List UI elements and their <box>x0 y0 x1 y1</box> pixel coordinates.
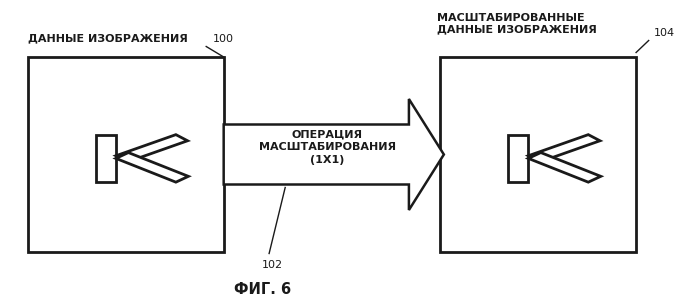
Text: ФИГ. 6: ФИГ. 6 <box>233 282 291 297</box>
Text: ОПЕРАЦИЯ
МАСШТАБИРОВАНИЯ
(1Х1): ОПЕРАЦИЯ МАСШТАБИРОВАНИЯ (1Х1) <box>259 129 396 165</box>
Text: МАСШТАБИРОВАННЫЕ
ДАННЫЕ ИЗОБРАЖЕНИЯ: МАСШТАБИРОВАННЫЕ ДАННЫЕ ИЗОБРАЖЕНИЯ <box>437 13 597 34</box>
Polygon shape <box>224 99 444 210</box>
Polygon shape <box>116 135 187 162</box>
Polygon shape <box>96 135 116 182</box>
Polygon shape <box>508 135 528 182</box>
Text: 104: 104 <box>654 28 675 38</box>
Text: 100: 100 <box>213 34 234 44</box>
Text: 102: 102 <box>262 260 283 270</box>
Text: ДАННЫЕ ИЗОБРАЖЕНИЯ: ДАННЫЕ ИЗОБРАЖЕНИЯ <box>28 34 188 44</box>
Polygon shape <box>528 153 601 182</box>
Bar <box>440 57 636 252</box>
Polygon shape <box>116 153 189 182</box>
Polygon shape <box>528 135 600 162</box>
Bar <box>28 57 224 252</box>
